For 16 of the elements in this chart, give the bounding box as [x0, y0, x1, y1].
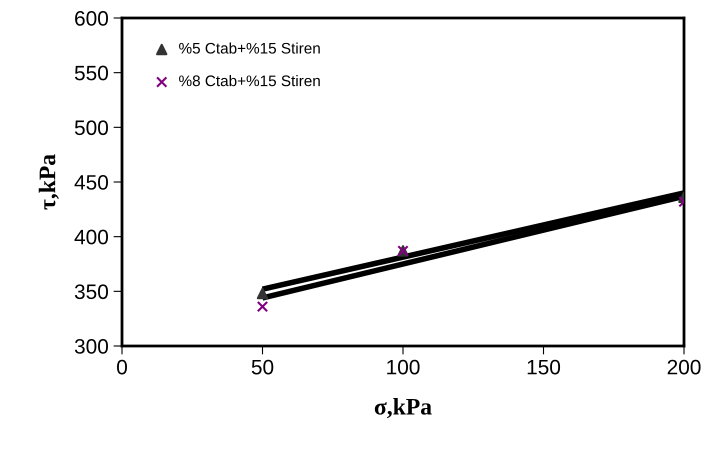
legend-label: %8 Ctab+%15 Stiren [179, 75, 320, 86]
x-tick-label: 0 [117, 360, 127, 374]
x-tick-label: 50 [252, 360, 274, 374]
x-tick-label: 200 [668, 360, 701, 374]
y-tick-label: 450 [74, 175, 108, 190]
y-tick-label: 500 [74, 120, 108, 136]
y-tick-label: 600 [75, 11, 108, 26]
y-tick-label: 400 [74, 230, 108, 244]
x-tick-label: 100 [387, 360, 420, 374]
y-axis-title: τ,kPa [38, 154, 59, 210]
legend-label: %5 Ctab+%15 Stiren [179, 42, 320, 54]
y-tick-label: 550 [74, 66, 108, 80]
y-tick-label: 350 [74, 284, 108, 300]
x-axis-title: σ,kPa [374, 398, 432, 418]
x-tick-label: 150 [528, 360, 560, 374]
y-tick-label: 300 [74, 339, 108, 354]
